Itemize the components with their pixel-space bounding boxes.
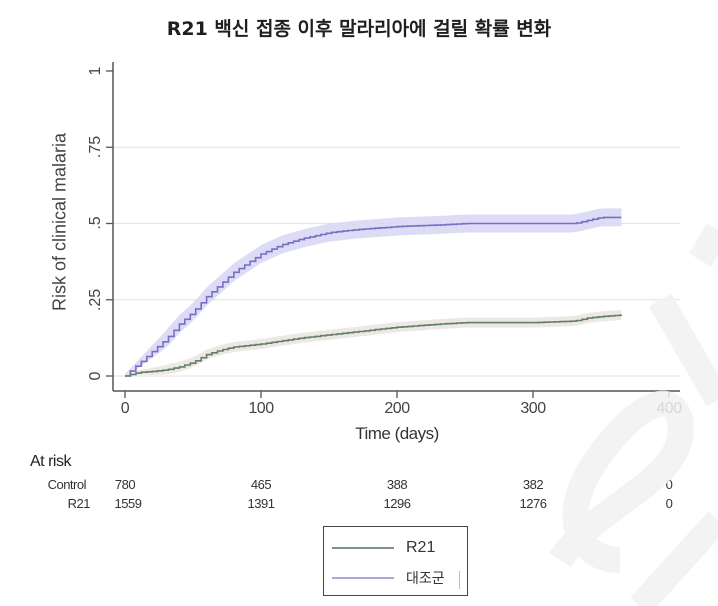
chart-title: R21 백신 접종 이후 말라리아에 걸릴 확률 변화 — [166, 18, 552, 40]
at-risk-value: 1391 — [247, 496, 275, 511]
text-cursor — [459, 571, 460, 589]
at-risk-value: 382 — [522, 477, 544, 492]
y-tick: .5 — [87, 216, 104, 230]
x-tick: 100 — [248, 400, 274, 417]
y-tick: 0 — [87, 371, 104, 381]
at-risk-value: 388 — [386, 477, 408, 492]
at-risk-value: 780 — [114, 477, 136, 492]
x-tick: 300 — [520, 400, 546, 417]
confidence-bands — [125, 208, 622, 378]
at-risk-value: 0 — [665, 477, 673, 492]
x-tick: 200 — [384, 400, 410, 417]
at-risk-value: 1559 — [114, 496, 142, 511]
at-risk-row-label: R21 — [67, 496, 91, 511]
at-risk-value: 1296 — [383, 496, 411, 511]
y-tick: .25 — [87, 288, 104, 312]
legend-item-control: 대조군 — [332, 566, 445, 590]
at-risk-value: 1276 — [519, 496, 547, 511]
at-risk-row-label: Control — [47, 477, 87, 492]
y-axis-label: Risk of clinical malaria — [49, 132, 70, 312]
y-tick: .75 — [87, 135, 104, 159]
legend-item-r21: R21 — [332, 536, 435, 560]
legend: R21 대조군 — [323, 526, 468, 596]
legend-swatch-r21 — [332, 547, 394, 549]
legend-label: R21 — [406, 539, 436, 556]
legend-swatch-control — [332, 577, 394, 579]
y-tick: 1 — [87, 66, 104, 76]
gridlines — [114, 146, 680, 377]
x-tick: 400 — [656, 400, 682, 417]
at-risk-value: 0 — [665, 496, 673, 511]
at-risk-value: 465 — [250, 477, 272, 492]
at-risk-row-r21: R21 1559 1391 1296 1276 0 — [0, 496, 718, 512]
at-risk-row-control: Control 780 465 388 382 0 — [0, 477, 718, 493]
at-risk-title: At risk — [30, 453, 71, 470]
x-axis-label: Time (days) — [355, 424, 439, 443]
survival-curves — [125, 216, 623, 377]
x-tick: 0 — [120, 400, 130, 417]
legend-label: 대조군 — [406, 571, 445, 587]
